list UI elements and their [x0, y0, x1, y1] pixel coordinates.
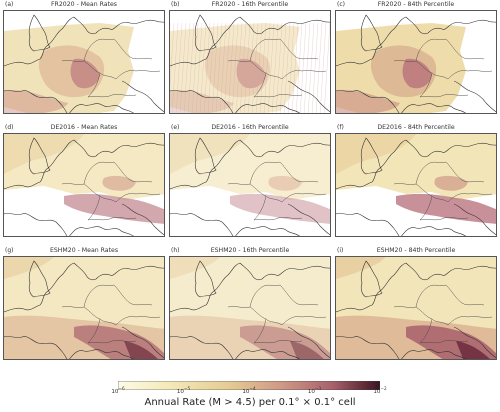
- colorbar-tick-label: 10−5: [177, 386, 190, 395]
- panel-letter: (a): [5, 1, 14, 8]
- map-panel: DE2016 - 84th Percentile (f): [335, 123, 497, 238]
- colorbar-tick-label: 10−2: [373, 386, 386, 395]
- map-panel: ESHM20 - Mean Rates (g): [3, 246, 165, 361]
- map-panel: ESHM20 - 16th Percentile (h): [169, 246, 331, 361]
- rate-map: [169, 10, 331, 114]
- map-panel: DE2016 - 16th Percentile (e): [169, 123, 331, 238]
- panel-letter: (h): [171, 247, 180, 254]
- map-svg: [336, 134, 496, 236]
- panel-title: DE2016 - Mean Rates: [50, 124, 118, 131]
- panel-title: ESHM20 - 16th Percentile: [210, 247, 290, 254]
- rate-map: [3, 133, 165, 237]
- rate-map: [3, 10, 165, 114]
- panel-title: FR2020 - Mean Rates: [50, 1, 117, 8]
- map-svg: [4, 134, 164, 236]
- colorbar: [117, 375, 381, 391]
- panel-letter: (e): [171, 124, 180, 131]
- map-panel: DE2016 - Mean Rates (d): [3, 123, 165, 238]
- colorbar-tick-label: 10−6: [111, 386, 124, 395]
- panel-letter: (b): [171, 1, 180, 8]
- colorbar-label: Annual Rate (M > 4.5) per 0.1° × 0.1° ce…: [144, 397, 356, 408]
- map-panel: FR2020 - Mean Rates (a): [3, 0, 165, 115]
- panel-title: ESHM20 - 84th Percentile: [376, 247, 456, 254]
- rate-map: [169, 256, 331, 360]
- rate-map: [3, 256, 165, 360]
- panel-title: DE2016 - 84th Percentile: [377, 124, 455, 131]
- rate-map: [335, 133, 497, 237]
- map-panel: FR2020 - 84th Percentile (c): [335, 0, 497, 115]
- map-svg: [336, 14, 496, 113]
- colorbar-tick-label: 10−3: [308, 386, 321, 395]
- map-svg: [170, 14, 330, 113]
- tick-base: 10: [242, 388, 250, 395]
- map-panel: ESHM20 - 84th Percentile (i): [335, 246, 497, 361]
- tick-exponent: −2: [380, 386, 387, 391]
- panel-letter: (g): [5, 247, 14, 254]
- panel-title: ESHM20 - Mean Rates: [49, 247, 119, 254]
- panel-title: FR2020 - 16th Percentile: [211, 1, 289, 8]
- map-panel-grid: FR2020 - Mean Rates (a) FR2020 - 16th Perc…: [3, 0, 497, 361]
- map-svg: [170, 257, 330, 359]
- panel-title: DE2016 - 16th Percentile: [211, 124, 289, 131]
- map-svg: [336, 257, 496, 359]
- map-svg: [4, 257, 164, 359]
- panel-letter: (d): [5, 124, 14, 131]
- panel-title: FR2020 - 84th Percentile: [377, 1, 455, 8]
- panel-letter: (c): [337, 1, 345, 8]
- rate-map: [335, 256, 497, 360]
- tick-exponent: −3: [314, 386, 322, 391]
- rate-map: [335, 10, 497, 114]
- tick-exponent: −4: [249, 386, 256, 391]
- rate-map: [169, 133, 331, 237]
- colorbar-ticks: 10−6 10−5 10−4 10−3 10−2: [111, 386, 386, 396]
- tick-exponent: −6: [118, 386, 125, 391]
- tick-base: 10: [176, 388, 184, 395]
- tick-base: 10: [373, 388, 381, 395]
- tick-base: 10: [307, 388, 315, 395]
- map-panel: FR2020 - 16th Percentile (b): [169, 0, 331, 115]
- map-svg: [4, 14, 164, 113]
- tick-base: 10: [111, 388, 119, 395]
- tick-exponent: −5: [183, 386, 191, 391]
- panel-letter: (f): [337, 124, 344, 131]
- panel-letter: (i): [337, 247, 344, 254]
- map-svg: [170, 134, 330, 236]
- colorbar-tick-label: 10−4: [242, 386, 255, 395]
